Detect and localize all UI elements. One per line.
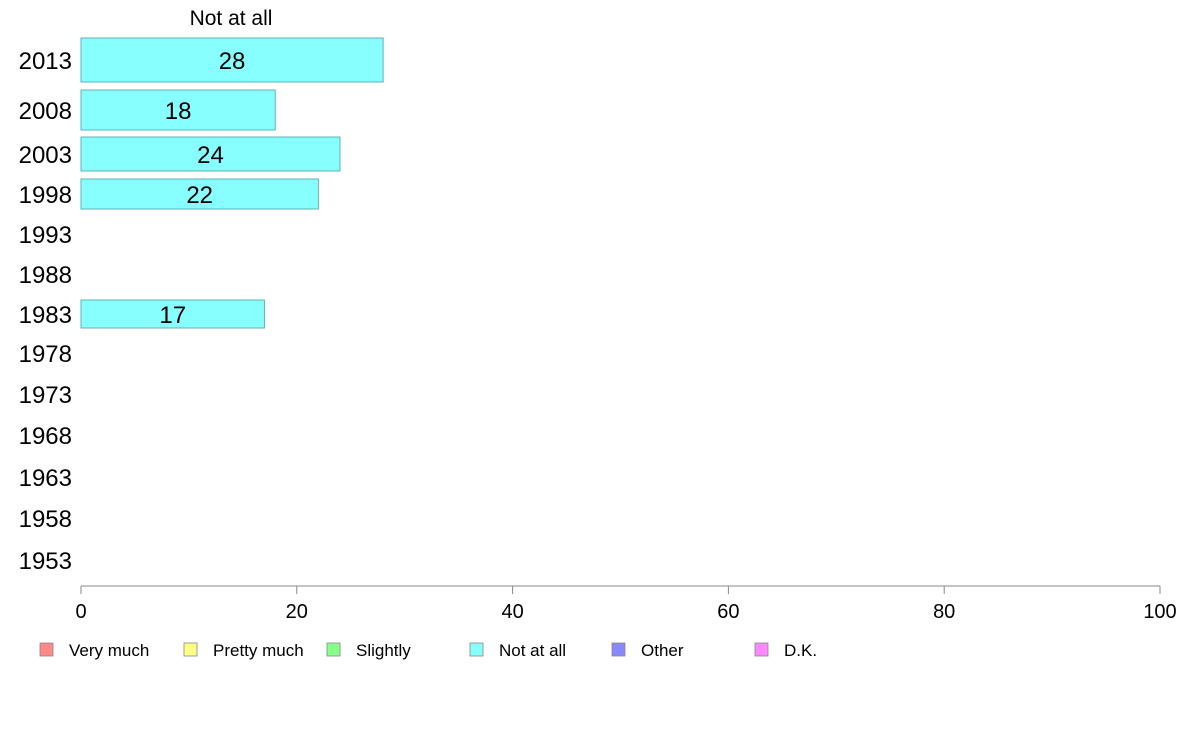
data-label: 17	[159, 302, 186, 329]
legend-label: Slightly	[356, 641, 411, 660]
legend-swatch	[754, 642, 769, 657]
category-label: 2013	[19, 48, 72, 75]
legend-swatch	[183, 642, 198, 657]
category-label: 1953	[19, 548, 72, 575]
x-tick-label: 80	[933, 601, 955, 623]
legend-label: Very much	[69, 641, 149, 660]
x-tick-label: 20	[286, 601, 308, 623]
bar	[80, 89, 276, 131]
category-label: 1958	[19, 506, 72, 533]
bars	[80, 37, 384, 329]
x-tick-marks	[80, 586, 1161, 594]
x-tick-label: 100	[1143, 601, 1176, 623]
legend-swatch	[611, 642, 626, 657]
chart-title: Not at all	[190, 7, 273, 30]
category-label: 2003	[19, 142, 72, 169]
category-label: 1983	[19, 302, 72, 329]
data-label: 28	[219, 48, 246, 75]
legend-swatch	[469, 642, 484, 657]
legend: Very much Pretty much Slightly Not at all Ot…	[39, 641, 817, 660]
category-label: 1993	[19, 222, 72, 249]
bar	[80, 37, 384, 83]
category-label: 1998	[19, 182, 72, 209]
legend-label: Other	[641, 641, 684, 660]
legend-swatch	[39, 642, 54, 657]
legend-swatch	[326, 642, 341, 657]
legend-label: D.K.	[784, 641, 817, 660]
data-label: 24	[197, 142, 224, 169]
category-label: 1968	[19, 423, 72, 450]
data-label: 18	[165, 98, 192, 125]
x-tick-label: 40	[501, 601, 523, 623]
category-labels: 2013 2008 2003 1998 1993 1988 1983 1978 1973 1968…	[19, 48, 72, 575]
category-label: 1978	[19, 341, 72, 368]
category-label: 1973	[19, 382, 72, 409]
legend-label: Pretty much	[213, 641, 304, 660]
bar	[80, 178, 319, 210]
category-label: 2008	[19, 98, 72, 125]
bar	[80, 299, 265, 329]
legend-label: Not at all	[499, 641, 566, 660]
category-label: 1963	[19, 465, 72, 492]
x-tick-label: 60	[717, 601, 739, 623]
x-tick-labels: 0 20 40 60 80 100	[75, 601, 1176, 623]
bar	[80, 136, 341, 172]
data-label: 22	[186, 182, 213, 209]
category-label: 1988	[19, 262, 72, 289]
x-tick-label: 0	[75, 601, 86, 623]
